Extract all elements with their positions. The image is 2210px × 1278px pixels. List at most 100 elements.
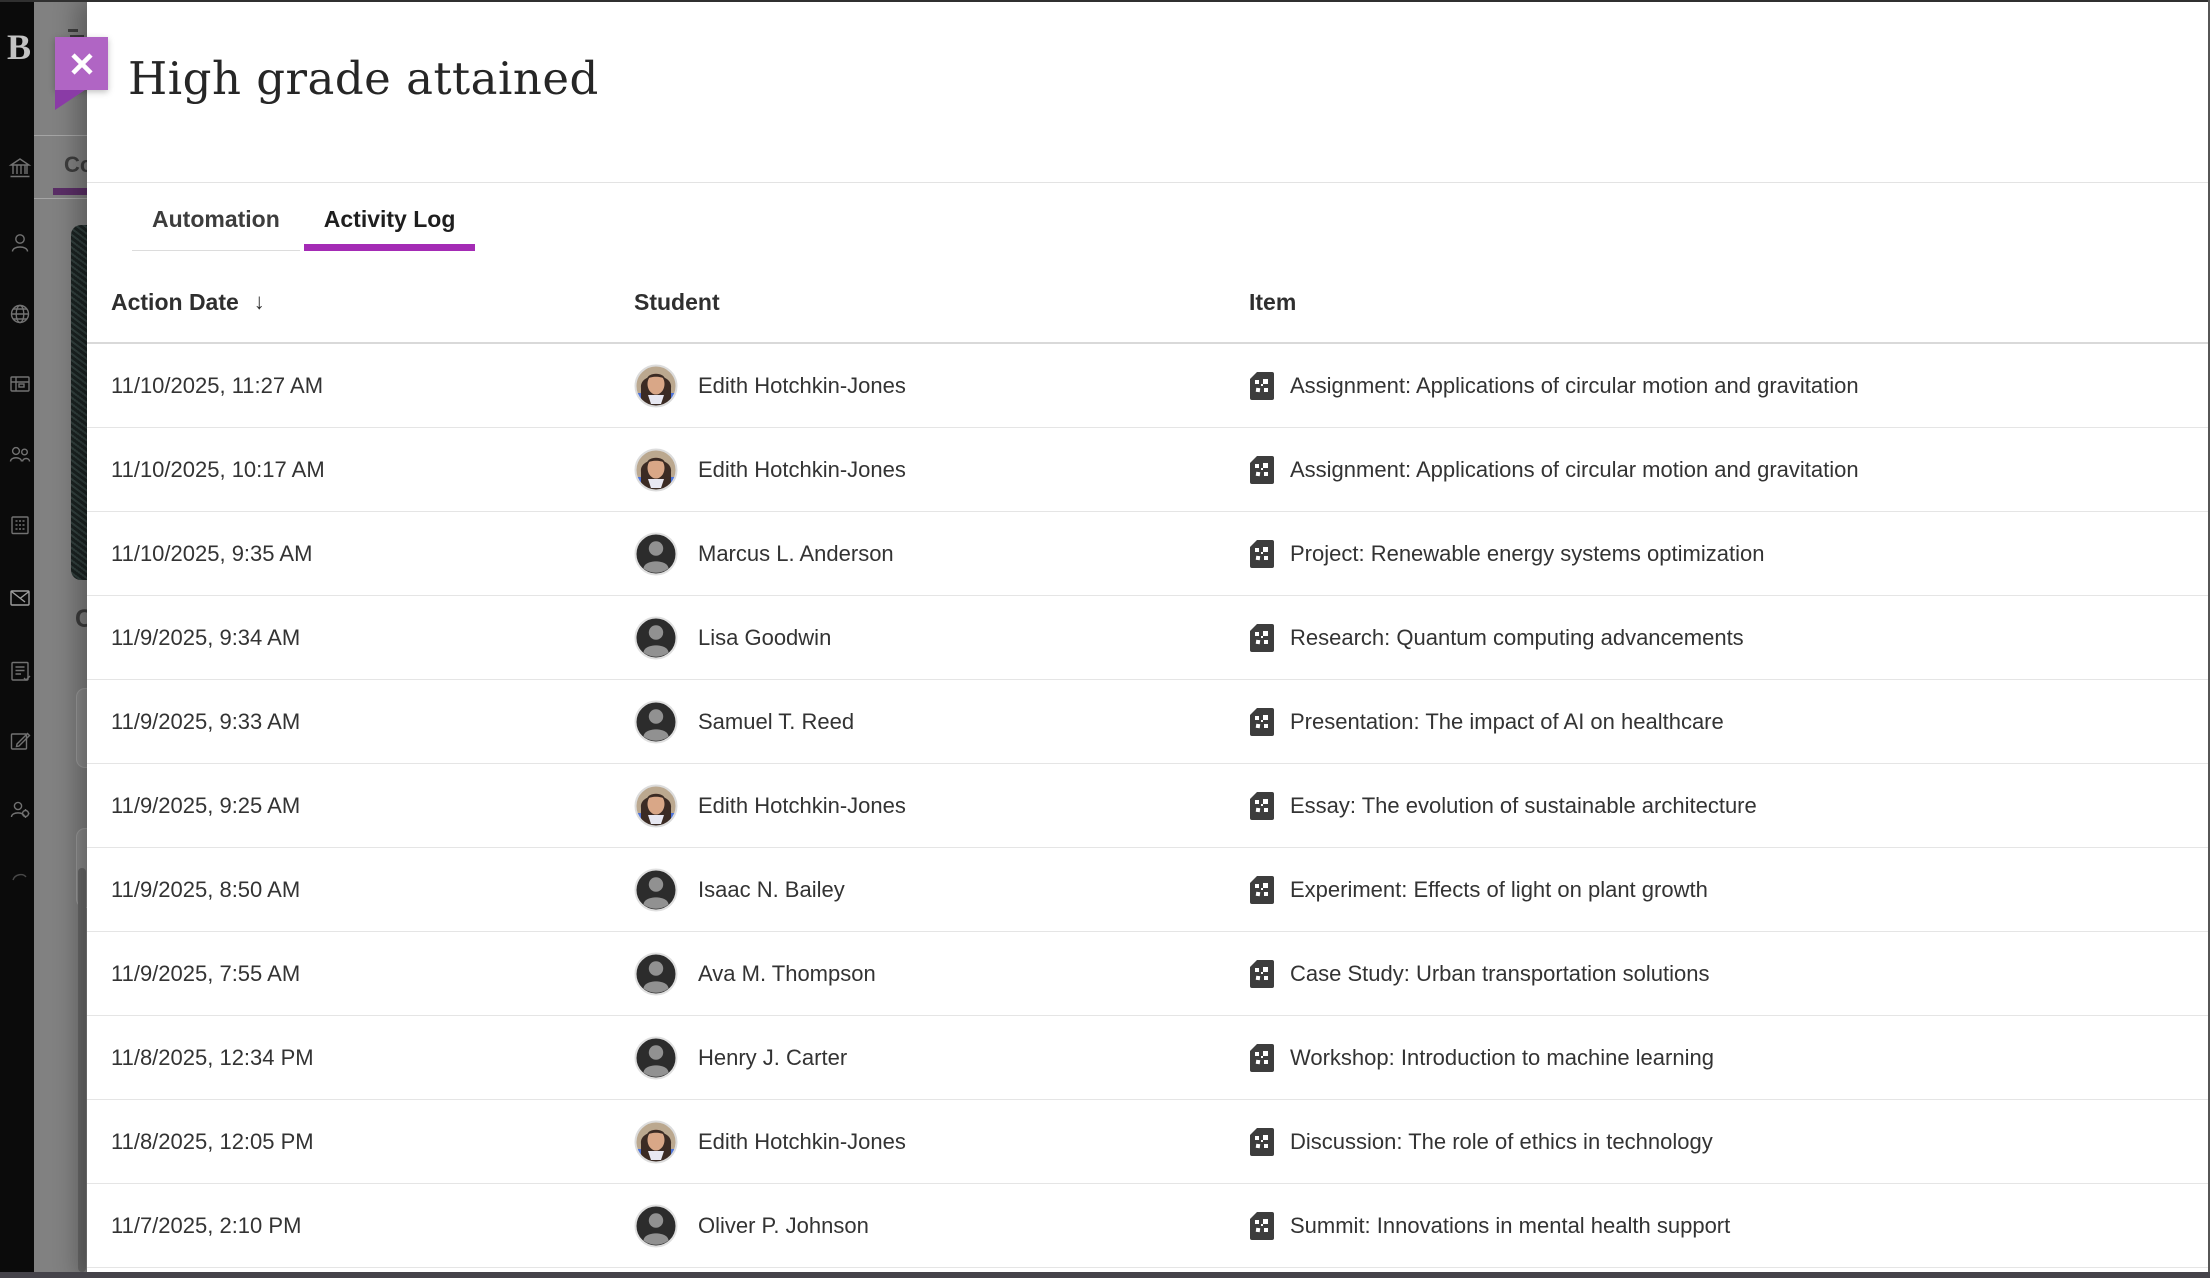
student-cell: Ava M. Thompson [634, 952, 1249, 996]
page-active-tab-underline [53, 188, 87, 195]
student-avatar-silhouette [634, 1204, 678, 1247]
modal-title: High grade attained [128, 52, 599, 105]
student-cell: Isaac N. Bailey [634, 868, 1249, 912]
student-name: Samuel T. Reed [698, 708, 855, 734]
table-row: 11/9/2025, 9:34 AM Lisa Goodwin Research: … [87, 596, 2210, 680]
page-fragment [68, 29, 78, 32]
column-header-item: Item [1249, 289, 2210, 316]
activity-stream-icon[interactable] [8, 372, 32, 396]
item-title: Presentation: The impact of AI on health… [1290, 708, 1724, 734]
page-fragment [70, 35, 84, 38]
groups-icon[interactable] [8, 442, 32, 466]
window-edge [2208, 0, 2210, 1278]
student-cell: Edith Hotchkin-Jones [634, 364, 1249, 408]
item-cell: Project: Renewable energy systems optimi… [1249, 539, 2210, 569]
item-title: Assignment: Applications of circular mot… [1290, 372, 1859, 398]
page-fragment-line [34, 198, 87, 199]
content-item-icon [1250, 539, 1274, 568]
action-date: 11/9/2025, 7:55 AM [111, 960, 301, 986]
student-cell: Samuel T. Reed [634, 700, 1249, 744]
page-scrollbar-thumb[interactable] [78, 868, 86, 1272]
recent-icon[interactable] [8, 866, 32, 890]
item-title: Summit: Innovations in mental health sup… [1290, 1212, 1731, 1238]
action-date: 11/10/2025, 9:35 AM [111, 540, 313, 566]
tools-icon[interactable] [8, 729, 32, 753]
sort-descending-icon: ↓ [253, 289, 265, 314]
student-avatar-silhouette [634, 868, 678, 911]
action-date: 11/9/2025, 9:33 AM [111, 708, 301, 734]
nav-rail: B [0, 0, 34, 1278]
item-cell: Essay: The evolution of sustainable arch… [1249, 791, 2210, 821]
action-date: 11/10/2025, 11:27 AM [111, 372, 324, 398]
item-cell: Summit: Innovations in mental health sup… [1249, 1211, 2210, 1241]
column-label: Item [1249, 288, 1297, 315]
student-name: Edith Hotchkin-Jones [698, 1128, 906, 1154]
table-row: 11/7/2025, 2:10 PM Oliver P. Johnson Summi… [87, 1184, 2210, 1268]
student-name: Oliver P. Johnson [698, 1212, 869, 1238]
item-cell: Discussion: The role of ethics in techno… [1249, 1127, 2210, 1157]
course-banner-fragment [71, 225, 87, 580]
item-title: Assignment: Applications of circular mot… [1290, 456, 1859, 482]
content-item-icon [1250, 1043, 1274, 1072]
student-avatar-silhouette [634, 700, 678, 743]
table-row: 11/9/2025, 7:55 AM Ava M. Thompson Case St… [87, 932, 2210, 1016]
student-name: Ava M. Thompson [698, 960, 876, 986]
modal-tabs: Automation Activity Log [132, 198, 476, 251]
table-row: 11/10/2025, 10:17 AM Edith Hotchkin-Jones… [87, 428, 2210, 512]
column-header-action-date[interactable]: Action Date ↓ [111, 289, 634, 316]
student-avatar-silhouette [634, 952, 678, 995]
table-row: 11/8/2025, 12:34 PM Henry J. Carter Worksh… [87, 1016, 2210, 1100]
content-item-icon [1250, 623, 1274, 652]
student-name: Henry J. Carter [698, 1044, 848, 1070]
action-date: 11/9/2025, 9:34 AM [111, 624, 301, 650]
institution-icon[interactable] [8, 156, 32, 180]
content-item-icon [1250, 1127, 1274, 1156]
profile-icon[interactable] [8, 231, 32, 255]
close-button[interactable] [55, 37, 108, 110]
page-fragment-line [34, 135, 87, 136]
student-cell: Edith Hotchkin-Jones [634, 448, 1249, 492]
high-grade-attained-modal: High grade attained Automation Activity L… [87, 0, 2210, 1278]
brand-logo: B [7, 27, 32, 67]
organizations-icon[interactable] [8, 513, 32, 537]
student-avatar-photo [634, 1120, 678, 1163]
item-title: Case Study: Urban transportation solutio… [1290, 960, 1710, 986]
item-title: Experiment: Effects of light on plant gr… [1290, 876, 1708, 902]
item-cell: Research: Quantum computing advancements [1249, 623, 2210, 653]
tab-activity-log[interactable]: Activity Log [303, 198, 476, 251]
window-edge [0, 0, 2210, 2]
student-name: Edith Hotchkin-Jones [698, 372, 906, 398]
student-cell: Marcus L. Anderson [634, 532, 1249, 576]
modal-backdrop: Co C [34, 0, 87, 1278]
student-avatar-silhouette [634, 616, 678, 659]
student-name: Edith Hotchkin-Jones [698, 792, 906, 818]
item-title: Discussion: The role of ethics in techno… [1290, 1128, 1713, 1154]
item-cell: Assignment: Applications of circular mot… [1249, 455, 2210, 485]
activity-log-table: 11/10/2025, 11:27 AM Edith Hotchkin-Jones… [87, 344, 2210, 1268]
action-date: 11/9/2025, 8:50 AM [111, 876, 301, 902]
item-title: Research: Quantum computing advancements [1290, 624, 1744, 650]
item-cell: Presentation: The impact of AI on health… [1249, 707, 2210, 737]
admin-icon[interactable] [8, 797, 32, 821]
column-label: Action Date [111, 288, 239, 315]
student-name: Lisa Goodwin [698, 624, 832, 650]
messages-icon[interactable] [8, 586, 32, 610]
action-date: 11/8/2025, 12:05 PM [111, 1128, 314, 1154]
student-name: Isaac N. Bailey [698, 876, 845, 902]
grades-icon[interactable] [8, 659, 32, 683]
content-item-icon [1250, 959, 1274, 988]
student-avatar-photo [634, 448, 678, 491]
table-row: 11/9/2025, 8:50 AM Isaac N. Bailey Experim… [87, 848, 2210, 932]
action-date: 11/10/2025, 10:17 AM [111, 456, 325, 482]
student-cell: Edith Hotchkin-Jones [634, 1120, 1249, 1164]
globe-icon[interactable] [8, 302, 32, 326]
column-header-student: Student [634, 289, 1249, 316]
table-row: 11/10/2025, 11:27 AM Edith Hotchkin-Jones… [87, 344, 2210, 428]
action-date: 11/7/2025, 2:10 PM [111, 1212, 302, 1238]
table-row: 11/9/2025, 9:25 AM Edith Hotchkin-Jones Es… [87, 764, 2210, 848]
content-item-icon [1250, 791, 1274, 820]
action-date: 11/8/2025, 12:34 PM [111, 1044, 314, 1070]
window-edge [0, 1272, 2210, 1278]
tab-automation[interactable]: Automation [132, 198, 300, 251]
